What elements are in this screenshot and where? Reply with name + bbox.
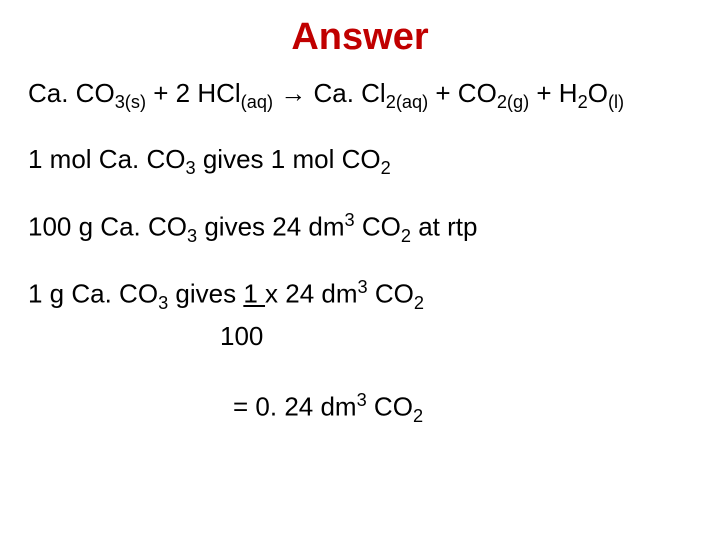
eq-p1-sub: 2(aq) (386, 92, 428, 112)
l4b-denom: 100 (220, 321, 263, 351)
eq-p3-mid: O (588, 78, 608, 108)
eq-plus2: + CO (428, 78, 497, 108)
eq-r1: Ca. CO (28, 78, 115, 108)
eq-plus1: + 2 HCl (146, 78, 241, 108)
eq-p3-sub1: 2 (578, 92, 588, 112)
eq-plus3: + H (529, 78, 577, 108)
l5-a: = 0. 24 dm (233, 392, 357, 422)
mass-volume-line: 100 g Ca. CO3 gives 24 dm3 CO2 at rtp (28, 209, 692, 249)
eq-arrow: → Ca. Cl (273, 78, 386, 108)
l4-d-sub: 2 (414, 293, 424, 313)
slide: Answer Ca. CO3(s) + 2 HCl(aq) → Ca. Cl2(… (0, 0, 720, 540)
calc-denominator: 100 (28, 320, 692, 354)
l3-b: gives 24 dm (197, 211, 344, 241)
l4-c: x 24 dm (265, 279, 358, 309)
l5-b-sub: 2 (413, 406, 423, 426)
l3-c: CO (355, 211, 401, 241)
result-line: = 0. 24 dm3 CO2 (28, 389, 692, 429)
l5-a-sup: 3 (357, 390, 367, 410)
title: Answer (28, 16, 692, 59)
l4-a: 1 g Ca. CO (28, 279, 158, 309)
l2-a-sub: 3 (186, 158, 196, 178)
eq-p2-sub: 2(g) (497, 92, 529, 112)
l4-b: gives (168, 279, 243, 309)
moles-line: 1 mol Ca. CO3 gives 1 mol CO2 (28, 143, 692, 181)
l5-b: CO (367, 392, 413, 422)
eq-r2-sub: (aq) (241, 92, 273, 112)
l3-a-sub: 3 (187, 226, 197, 246)
l4-a-sub: 3 (158, 293, 168, 313)
l3-c-sub: 2 (401, 226, 411, 246)
equation-line: Ca. CO3(s) + 2 HCl(aq) → Ca. Cl2(aq) + C… (28, 77, 692, 115)
l3-d: at rtp (411, 211, 477, 241)
calc-line: 1 g Ca. CO3 gives 1 x 24 dm3 CO2 (28, 276, 692, 316)
l3-b-sup: 3 (345, 210, 355, 230)
eq-p3-sub2: (l) (608, 92, 624, 112)
l4-d: CO (368, 279, 414, 309)
l2-b-sub: 2 (381, 158, 391, 178)
l2-b: gives 1 mol CO (196, 144, 381, 174)
l2-a: 1 mol Ca. CO (28, 144, 186, 174)
eq-r1-sub: 3(s) (115, 92, 146, 112)
l4-frac-top: 1 (243, 279, 265, 309)
l3-a: 100 g Ca. CO (28, 211, 187, 241)
l4-c-sup: 3 (358, 277, 368, 297)
